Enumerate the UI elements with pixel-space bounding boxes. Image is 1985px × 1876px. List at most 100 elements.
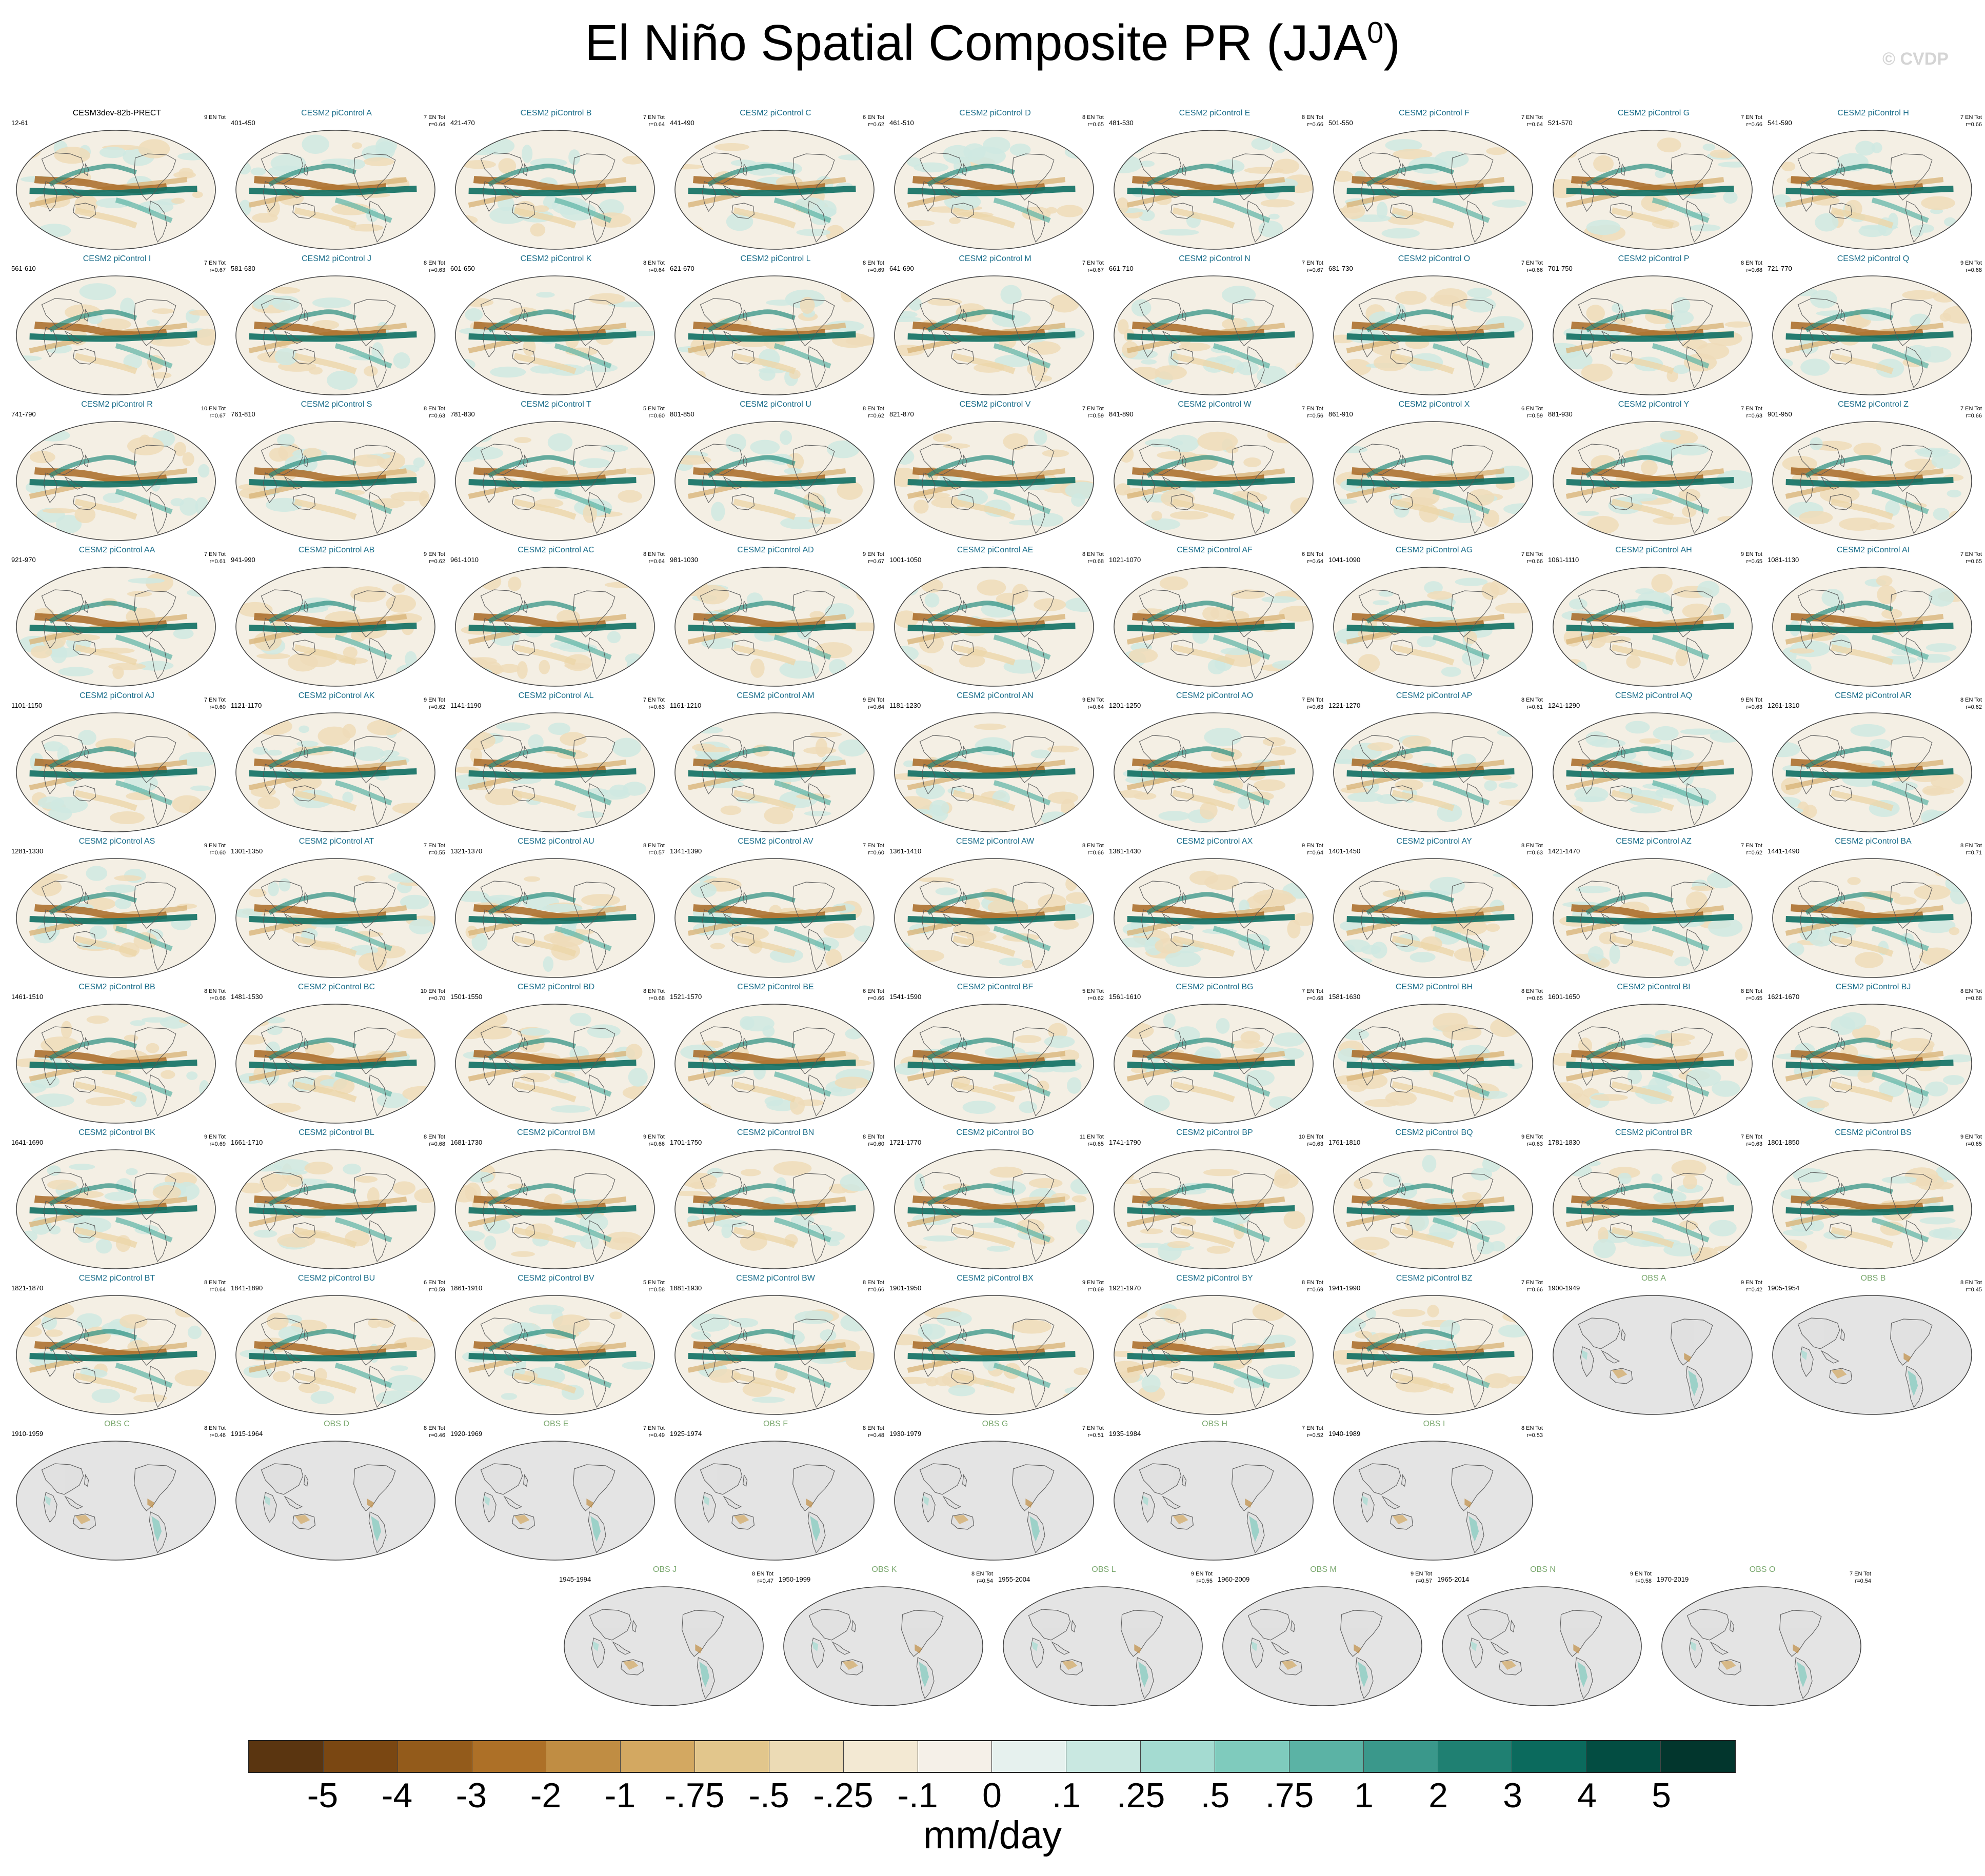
panel-stats: 7 EN Tot r=0.63 [1741, 1133, 1762, 1148]
map-panel: OBS B 1905-1954 8 EN Tot r=0.45 [1763, 1274, 1983, 1420]
panel-pattern-correlation: r=0.65 [1746, 995, 1763, 1002]
panel-event-count: 9 EN Tot [863, 697, 884, 703]
panel-event-count: 7 EN Tot [1521, 1280, 1543, 1286]
panel-title: CESM2 piControl H [1837, 109, 1909, 117]
panel-event-count: 7 EN Tot [1521, 551, 1543, 557]
colorbar-segment [1215, 1741, 1289, 1772]
panel-event-count: 8 EN Tot [1521, 697, 1543, 703]
panel-stats: 9 EN Tot r=0.66 [643, 1133, 665, 1148]
global-precip-map [1114, 858, 1314, 978]
panel-event-count: 8 EN Tot [1521, 843, 1543, 849]
panel-year-range: 1915-1964 [231, 1430, 263, 1438]
panel-year-range: 1881-1930 [670, 1284, 702, 1292]
global-precip-map [1553, 858, 1753, 978]
panel-year-range: 961-1010 [450, 556, 479, 564]
panel-event-count: 7 EN Tot [1302, 697, 1323, 703]
panel-stats: 9 EN Tot r=0.65 [1741, 551, 1762, 565]
panel-pattern-correlation: r=0.57 [648, 850, 665, 856]
panel-pattern-correlation: r=0.69 [868, 267, 885, 273]
panel-year-range: 1281-1330 [11, 847, 44, 855]
panel-pattern-correlation: r=0.62 [1966, 704, 1982, 710]
panel-title: CESM2 piControl BK [78, 1128, 155, 1137]
panel-title: OBS K [871, 1565, 897, 1574]
panel-pattern-correlation: r=0.60 [868, 1141, 885, 1147]
global-precip-map [16, 1295, 216, 1415]
panel-year-range: 521-570 [1548, 119, 1573, 127]
panel-event-count: 8 EN Tot [424, 1134, 445, 1140]
map-panel: CESM2 piControl BS 1801-1850 9 EN Tot r=0.6… [1763, 1128, 1983, 1274]
panel-event-count: 9 EN Tot [863, 551, 884, 557]
panel-stats: 7 EN Tot r=0.68 [1302, 988, 1323, 1002]
panel-pattern-correlation: r=0.68 [648, 995, 665, 1002]
panel-year-range: 741-790 [11, 410, 36, 418]
map-panel: CESM2 piControl Y 881-930 7 EN Tot r=0.63 [1544, 400, 1763, 546]
panel-title: CESM2 piControl F [1399, 109, 1470, 117]
global-precip-map [16, 421, 216, 541]
panel-year-range: 1141-1190 [450, 702, 482, 709]
panel-stats: 8 EN Tot r=0.53 [1521, 1425, 1543, 1439]
panel-pattern-correlation: r=0.68 [1966, 267, 1982, 273]
map-panel: CESM2 piControl AU 1321-1370 8 EN Tot r=0.5… [446, 837, 666, 983]
map-panel: CESM2 piControl O 681-730 7 EN Tot r=0.66 [1324, 254, 1544, 400]
panel-event-count: 7 EN Tot [1850, 1571, 1871, 1577]
panel-year-range: 1955-2004 [998, 1575, 1030, 1583]
colorbar-tick-label: -1 [604, 1776, 636, 1815]
panel-pattern-correlation: r=0.55 [429, 850, 446, 856]
map-panel: CESM2 piControl BL 1661-1710 8 EN Tot r=0.6… [227, 1128, 446, 1274]
panel-year-range: 941-990 [231, 556, 255, 564]
panel-year-range: 681-730 [1328, 265, 1353, 272]
panel-title: OBS N [1530, 1565, 1556, 1574]
panel-stats: 9 EN Tot r=0.64 [1082, 696, 1104, 711]
panel-title: OBS M [1310, 1565, 1337, 1574]
panel-title: CESM2 piControl BG [1176, 983, 1254, 991]
panel-stats: 7 EN Tot r=0.63 [1741, 405, 1762, 420]
panel-title: CESM3dev-82b-PRECT [72, 109, 162, 117]
map-panel: OBS G 1930-1979 7 EN Tot r=0.51 [885, 1420, 1105, 1565]
panel-year-range: 1950-1999 [779, 1575, 811, 1583]
map-panel: CESM2 piControl BU 1841-1890 6 EN Tot r=0.5… [227, 1274, 446, 1420]
panel-pattern-correlation: r=0.46 [429, 1432, 446, 1439]
panel-pattern-correlation: r=0.71 [1966, 850, 1982, 856]
map-panel: CESM2 piControl AT 1301-1350 7 EN Tot r=0.5… [227, 837, 446, 983]
panel-pattern-correlation: r=0.63 [648, 704, 665, 710]
panel-stats: 8 EN Tot r=0.54 [971, 1570, 993, 1585]
global-precip-map [455, 130, 655, 250]
global-precip-map [1114, 1295, 1314, 1415]
panel-event-count: 7 EN Tot [1302, 988, 1323, 994]
global-precip-map [16, 1004, 216, 1124]
colorbar-segment [918, 1741, 992, 1772]
panel-stats: 5 EN Tot r=0.58 [643, 1279, 665, 1293]
panel-title: CESM2 piControl BL [299, 1128, 374, 1137]
global-precip-map [1333, 421, 1533, 541]
global-precip-map [894, 130, 1094, 250]
panel-year-range: 1960-2009 [1218, 1575, 1250, 1583]
panel-pattern-correlation: r=0.68 [1087, 558, 1104, 565]
panel-stats: 9 EN Tot [204, 114, 226, 121]
map-panel: CESM2 piControl BP 1741-1790 10 EN Tot r=0.… [1105, 1128, 1324, 1274]
panel-stats: 8 EN Tot r=0.65 [1521, 988, 1543, 1002]
map-panel: OBS C 1910-1959 8 EN Tot r=0.46 [7, 1420, 227, 1565]
panel-event-count: 8 EN Tot [1521, 1425, 1543, 1431]
panel-event-count: 7 EN Tot [1741, 843, 1762, 849]
panel-stats: 7 EN Tot r=0.62 [1741, 842, 1762, 856]
global-precip-map [235, 858, 435, 978]
panel-stats: 7 EN Tot r=0.55 [424, 842, 445, 856]
global-precip-map [894, 1295, 1094, 1415]
panel-event-count: 7 EN Tot [1082, 260, 1104, 266]
map-panel: OBS M 1960-2009 9 EN Tot r=0.57 [1214, 1565, 1433, 1711]
panel-pattern-correlation: r=0.64 [429, 122, 446, 128]
map-panel: CESM2 piControl AQ 1241-1290 9 EN Tot r=0.6… [1544, 691, 1763, 837]
panel-stats: 7 EN Tot r=0.51 [1082, 1425, 1104, 1439]
global-precip-map [1333, 1004, 1533, 1124]
map-panel: CESM2 piControl Z 901-950 7 EN Tot r=0.66 [1763, 400, 1983, 546]
colorbar-segment [1363, 1741, 1438, 1772]
panel-pattern-correlation: r=0.62 [429, 558, 446, 565]
map-panel: CESM2 piControl S 761-810 8 EN Tot r=0.63 [227, 400, 446, 546]
panel-title: CESM2 piControl AI [1836, 546, 1910, 554]
map-panel: CESM2 piControl AL 1141-1190 7 EN Tot r=0.6… [446, 691, 666, 837]
panel-pattern-correlation: r=0.51 [1087, 1432, 1104, 1439]
global-precip-map [1442, 1586, 1642, 1706]
panel-year-range: 1900-1949 [1548, 1284, 1580, 1292]
panel-title: OBS F [763, 1420, 788, 1428]
global-precip-map [894, 712, 1094, 832]
